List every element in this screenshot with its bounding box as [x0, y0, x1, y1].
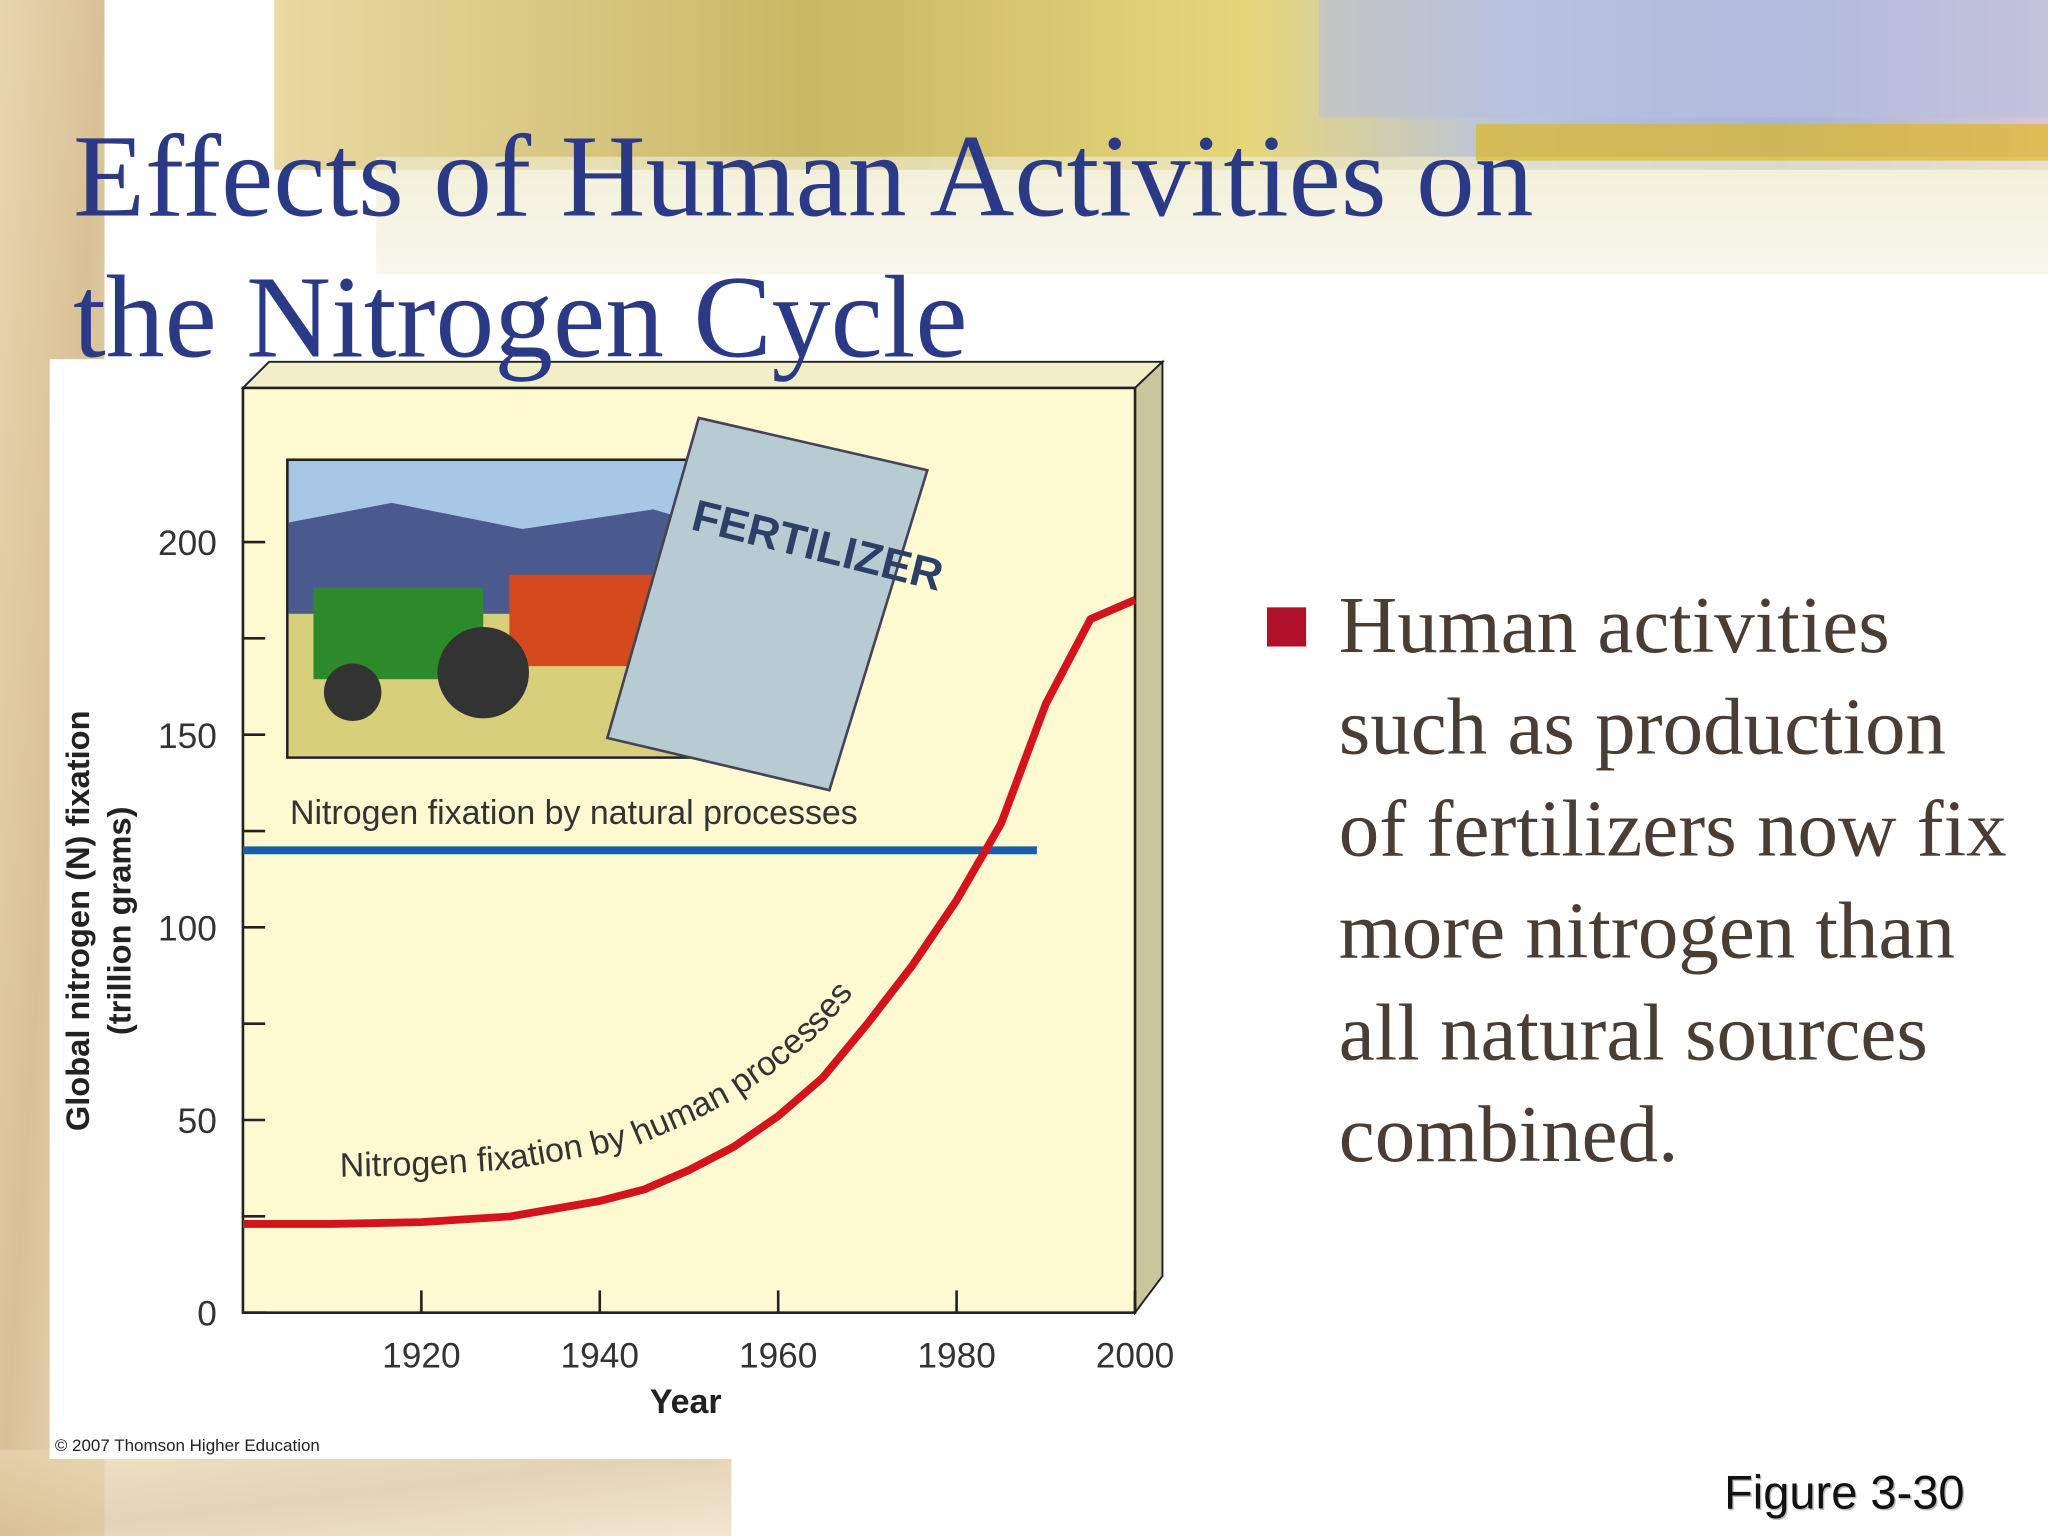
photo-wheel — [437, 626, 529, 719]
x-axis-label: Year — [650, 1383, 722, 1421]
box-side — [1134, 359, 1164, 1316]
y-tick-label: 100 — [158, 909, 217, 948]
photo-wheel — [323, 663, 382, 721]
y-axis-label: Global nitrogen (N) fixation — [59, 710, 96, 1131]
y-tick-label: 0 — [197, 1295, 217, 1334]
figure-label: Figure 3-30 — [1724, 1465, 1965, 1520]
photo: FERTILIZER — [286, 416, 948, 792]
series-label: Nitrogen fixation by natural processes — [290, 794, 858, 832]
banner-flowers — [1319, 0, 2048, 118]
banner-grain — [1475, 124, 2048, 161]
copyright: © 2007 Thomson Higher Education — [55, 1436, 320, 1455]
fertilizer-bag — [605, 416, 930, 792]
data-line — [242, 596, 1137, 1228]
bullet-marker — [1266, 607, 1307, 647]
parchment-bottom — [0, 1449, 732, 1536]
banner-fade — [274, 169, 2048, 275]
y-axis-label: (trillion grams) — [101, 807, 138, 1036]
x-tick-label: 1940 — [561, 1337, 639, 1376]
x-tick-label: 2000 — [1096, 1337, 1174, 1376]
slide-title: Effects of Human Activities on the Nitro… — [73, 112, 1534, 383]
y-tick-label: 50 — [178, 1102, 217, 1141]
bullet-text: Human activities such as production of f… — [1338, 581, 2007, 1180]
x-tick-label: 1960 — [739, 1337, 817, 1376]
x-tick-label: 1980 — [917, 1337, 995, 1376]
x-tick-label: 1920 — [382, 1337, 460, 1376]
y-tick-label: 150 — [158, 717, 217, 756]
y-tick-label: 200 — [158, 524, 217, 563]
